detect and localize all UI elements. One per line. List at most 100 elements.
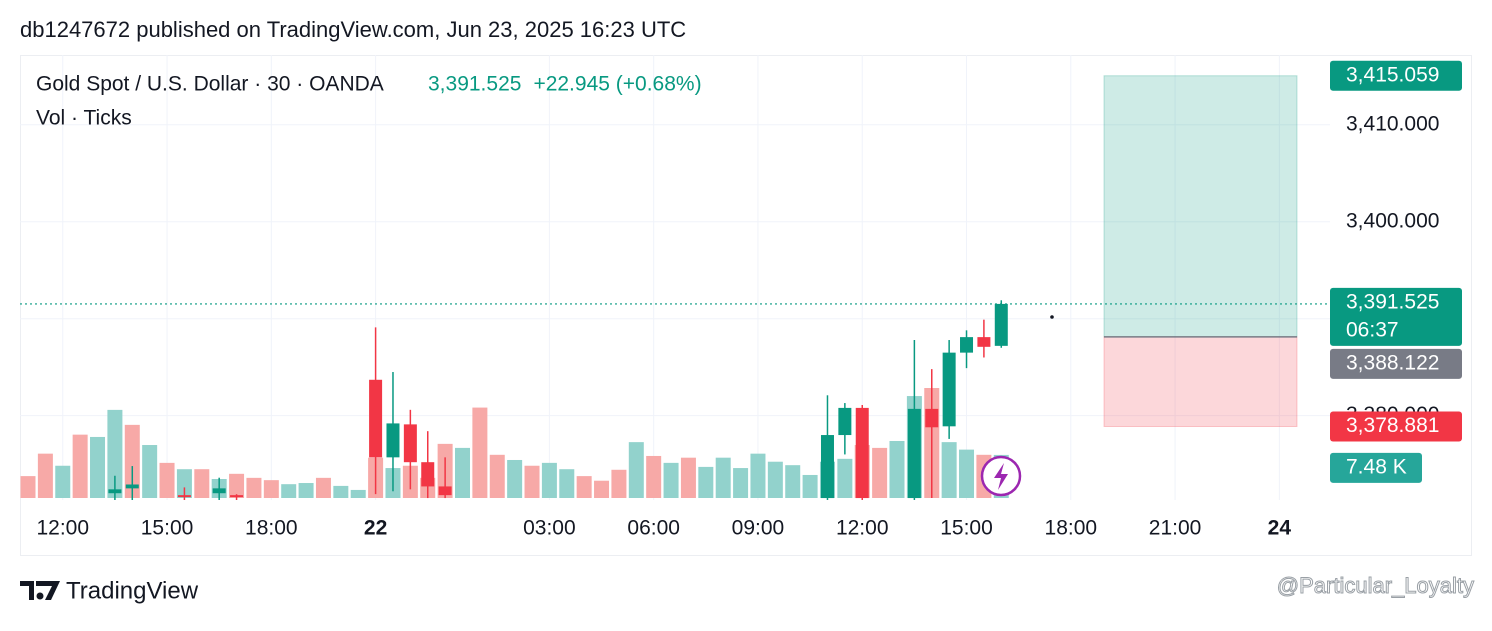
candle-body [925, 408, 939, 428]
volume-tag [1330, 452, 1422, 483]
profit-zone [1103, 75, 1298, 338]
volume-bar [194, 469, 210, 498]
volume-bar [72, 434, 88, 498]
volume-bar [263, 480, 279, 498]
volume-bar [576, 476, 592, 498]
volume-bar [350, 489, 366, 498]
loss-zone [1103, 336, 1298, 428]
alert-bolt [994, 463, 1008, 490]
volume-bar [281, 484, 297, 498]
dot [1050, 315, 1054, 319]
x-tick-label: 15:00 [940, 517, 993, 540]
volume-bar [159, 462, 175, 498]
volume-bar [489, 454, 505, 498]
volume-bar [698, 466, 714, 498]
price-tag-label: 3,391.525 [1346, 290, 1439, 313]
volume-bar [507, 459, 523, 498]
volume-bar [124, 424, 140, 498]
volume-bar [90, 436, 106, 498]
volume-bar [941, 442, 957, 498]
volume-title: Vol · Ticks [36, 107, 132, 130]
candle-body [960, 337, 974, 353]
target-tag [1330, 60, 1462, 91]
candle-body [421, 462, 435, 487]
x-tick-label: 12:00 [36, 517, 89, 540]
volume-bar [733, 468, 749, 498]
volume-bar [55, 465, 71, 498]
volume-bar [37, 453, 53, 498]
volume-bar [176, 469, 192, 498]
volume-bar [541, 462, 557, 498]
candle-body [125, 484, 139, 489]
x-tick-label: 06:00 [627, 517, 680, 540]
entry-tag-label: 3,388.122 [1346, 351, 1439, 374]
price-tag [1330, 287, 1462, 346]
volume-bar [107, 409, 123, 498]
legend-title: Gold Spot / U.S. Dollar · 30 · OANDA [36, 73, 384, 96]
candle-body [108, 489, 122, 494]
y-tick-label: 3,400.000 [1346, 209, 1439, 232]
volume-bar [333, 485, 349, 498]
volume-bar [455, 447, 470, 498]
x-tick-label: 18:00 [245, 517, 298, 540]
volume-bar [246, 477, 262, 498]
volume-bar [715, 457, 731, 498]
volume-bar [559, 469, 575, 498]
volume-bar [142, 445, 158, 498]
volume-bar [472, 407, 488, 498]
volume-bar [646, 455, 662, 498]
volume-bar [229, 473, 245, 498]
volume-bar [20, 476, 36, 498]
candle-body [994, 303, 1008, 346]
stop-tag [1330, 411, 1462, 442]
stop-tag-label: 3,378.881 [1346, 414, 1439, 437]
volume-bar [802, 474, 818, 498]
x-tick-label: 18:00 [1045, 517, 1098, 540]
volume-bar [663, 462, 679, 498]
legend-change: +22.945 (+0.68%) [533, 73, 701, 96]
x-tick-label: 21:00 [1149, 517, 1202, 540]
volume-bar [628, 442, 644, 498]
candle-body [403, 424, 417, 463]
candle-body [820, 435, 834, 499]
candle-body [230, 495, 244, 498]
candle-body [838, 407, 852, 436]
x-tick-label: 03:00 [523, 517, 576, 540]
candle-body [438, 486, 452, 496]
volume-bar [594, 480, 610, 498]
header: db1247672 published on TradingView.com, … [20, 17, 686, 42]
candle-body [386, 423, 400, 458]
y-tick-label: 3,410.000 [1346, 112, 1439, 135]
volume-bar [785, 465, 801, 498]
x-tick-label: 09:00 [732, 517, 785, 540]
volume-bar [872, 447, 888, 498]
price-tag-label: 06:37 [1346, 318, 1399, 341]
volume-bar [315, 477, 331, 498]
volume-tag-label: 7.48 K [1346, 455, 1407, 478]
candle-body [977, 337, 991, 347]
volume-bar [611, 469, 627, 498]
chart-frame [20, 55, 1472, 556]
volume-bar [298, 483, 314, 498]
x-tick-label: 24 [1268, 517, 1292, 540]
candle-body [369, 379, 383, 458]
x-tick-label: 12:00 [836, 517, 889, 540]
candle-body [855, 407, 869, 499]
volume-bar [889, 440, 905, 498]
x-tick-label: 22 [364, 517, 387, 540]
target-tag-label: 3,415.059 [1346, 63, 1439, 86]
volume-bar [524, 465, 540, 498]
entry-tag [1330, 348, 1462, 379]
brand: TradingView [66, 577, 199, 604]
candle-body [942, 352, 956, 427]
candle-body [907, 408, 921, 499]
x-tick-label: 15:00 [141, 517, 194, 540]
volume-bar [959, 449, 975, 498]
brand-logo [20, 581, 60, 600]
volume-bar [837, 458, 853, 498]
legend-price: 3,391.525 [428, 73, 521, 96]
volume-bar [680, 457, 696, 498]
volume-bar [767, 461, 783, 498]
